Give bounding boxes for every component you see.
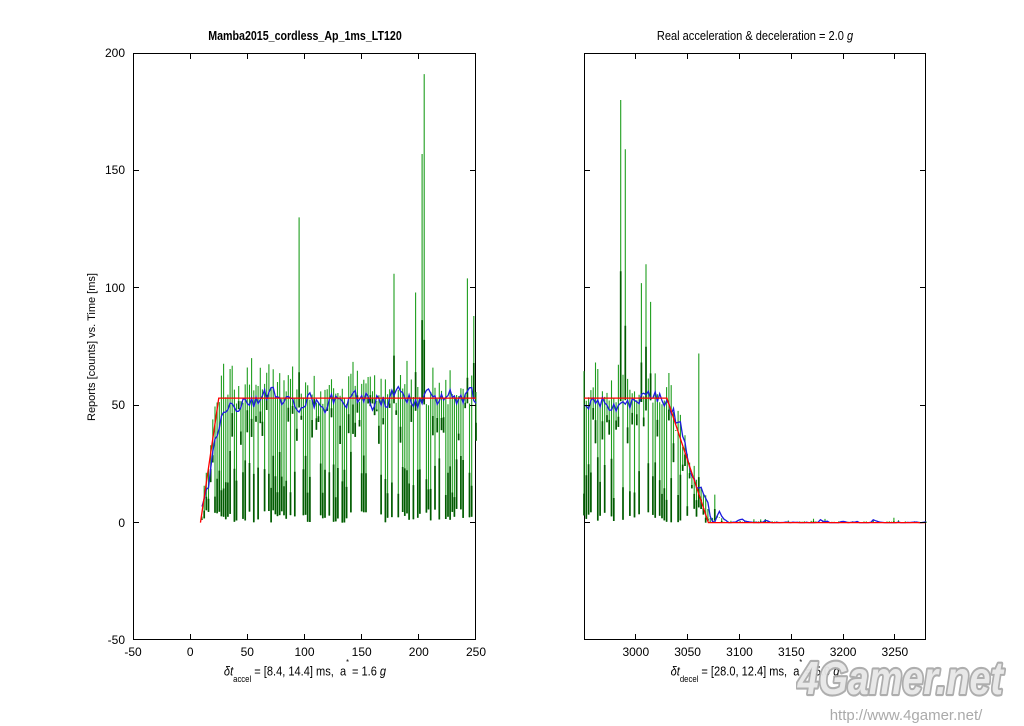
svg-text:4Gamer.net: 4Gamer.net xyxy=(797,652,1005,703)
